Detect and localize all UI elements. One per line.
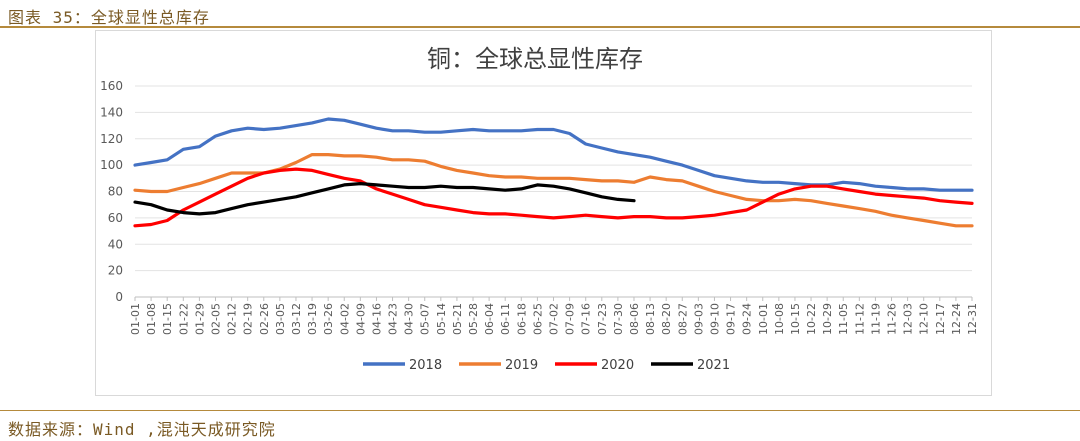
x-tick-label: 04-16 <box>370 303 383 335</box>
x-tick-label: 04-23 <box>387 303 400 335</box>
x-tick-label: 03-19 <box>306 303 319 335</box>
x-tick-label: 10-22 <box>805 303 818 335</box>
legend-label-2021: 2021 <box>697 358 730 373</box>
x-tick-label: 10-29 <box>821 303 834 335</box>
x-tick-label: 06-18 <box>515 303 528 335</box>
x-tick-label: 09-10 <box>708 303 721 335</box>
x-tick-label: 08-20 <box>660 303 673 335</box>
top-divider <box>0 26 1080 28</box>
y-tick-label: 40 <box>108 237 123 251</box>
x-tick-label: 09-17 <box>725 303 738 335</box>
x-tick-label: 02-05 <box>209 303 222 335</box>
figure-caption: 图表 35：全球显性总库存 <box>8 8 210 27</box>
bottom-divider <box>0 410 1080 411</box>
x-tick-label: 06-25 <box>531 303 544 335</box>
gridlines <box>135 85 972 298</box>
legend-label-2020: 2020 <box>601 358 634 373</box>
x-tick-label: 11-19 <box>869 303 882 335</box>
x-tick-label: 07-09 <box>564 303 577 335</box>
legend-label-2018: 2018 <box>409 358 442 373</box>
chart-title: 铜：全球总显性库存 <box>427 45 643 73</box>
x-tick-label: 04-30 <box>403 303 416 335</box>
x-tick-label: 06-11 <box>499 303 512 335</box>
x-tick-label: 10-08 <box>773 303 786 335</box>
x-tick-label: 09-03 <box>692 303 705 335</box>
x-tick-label: 10-01 <box>757 303 770 335</box>
x-tick-label: 01-29 <box>193 303 206 335</box>
x-tick-label: 12-10 <box>918 303 931 335</box>
x-tick-label: 03-26 <box>322 303 335 335</box>
x-tick-label: 06-04 <box>483 303 496 335</box>
x-tick-label: 07-16 <box>580 303 593 335</box>
legend: 2018 2019 2020 2021 <box>363 358 730 373</box>
y-tick-label: 140 <box>100 105 123 119</box>
y-tick-label: 60 <box>108 211 123 225</box>
y-tick-label: 0 <box>115 290 123 304</box>
series-lines <box>133 117 974 228</box>
x-tick-label: 05-28 <box>467 303 480 335</box>
x-tick-label: 05-07 <box>419 303 432 335</box>
x-tick-label: 03-05 <box>274 303 287 335</box>
x-tick-label: 05-21 <box>451 303 464 335</box>
x-tick-label: 12-03 <box>902 303 915 335</box>
y-axis: 0 20 40 60 80 100 120 140 160 <box>100 79 123 304</box>
chart-frame <box>95 30 992 396</box>
y-tick-label: 160 <box>100 79 123 93</box>
y-tick-label: 100 <box>100 158 123 172</box>
x-tick-label: 08-13 <box>644 303 657 335</box>
x-tick-label: 01-22 <box>177 303 190 335</box>
x-tick-label: 01-15 <box>161 303 174 335</box>
x-tick-label: 11-05 <box>837 303 850 335</box>
y-tick-label: 80 <box>108 185 123 199</box>
x-tick-label: 02-19 <box>242 303 255 335</box>
y-tick-label: 20 <box>108 264 123 278</box>
x-tick-label: 01-08 <box>145 303 158 335</box>
x-tick-label: 09-24 <box>741 303 754 335</box>
x-tick-label: 07-23 <box>596 303 609 335</box>
source-note: 数据来源：Wind ,混沌天成研究院 <box>8 420 276 439</box>
x-tick-label: 08-06 <box>628 303 641 335</box>
x-tick-label: 12-24 <box>950 303 963 335</box>
x-tick-label: 10-15 <box>789 303 802 335</box>
x-tick-label: 07-30 <box>612 303 625 335</box>
x-tick-label: 12-31 <box>966 303 979 335</box>
x-tick-label: 11-12 <box>853 303 866 335</box>
x-tick-label: 02-26 <box>258 303 271 335</box>
x-tick-label: 02-12 <box>226 303 239 335</box>
x-tick-label: 11-26 <box>886 303 899 335</box>
x-tick-label: 01-01 <box>129 303 142 335</box>
x-tick-label: 04-02 <box>338 303 351 335</box>
x-tick-label: 08-27 <box>676 303 689 335</box>
x-tick-label: 05-14 <box>435 303 448 335</box>
x-tick-label: 07-02 <box>548 303 561 335</box>
x-axis: 01-01 01-08 01-15 01-22 01-29 02-05 02-12 02-19… <box>129 297 979 335</box>
series-line-2020 <box>133 167 974 228</box>
series-line-2018 <box>133 117 974 192</box>
x-tick-label: 04-09 <box>354 303 367 335</box>
y-tick-label: 120 <box>100 132 123 146</box>
x-tick-label: 03-12 <box>290 303 303 335</box>
legend-label-2019: 2019 <box>505 358 538 373</box>
series-line-2021 <box>133 182 636 216</box>
x-tick-label: 12-17 <box>934 303 947 335</box>
